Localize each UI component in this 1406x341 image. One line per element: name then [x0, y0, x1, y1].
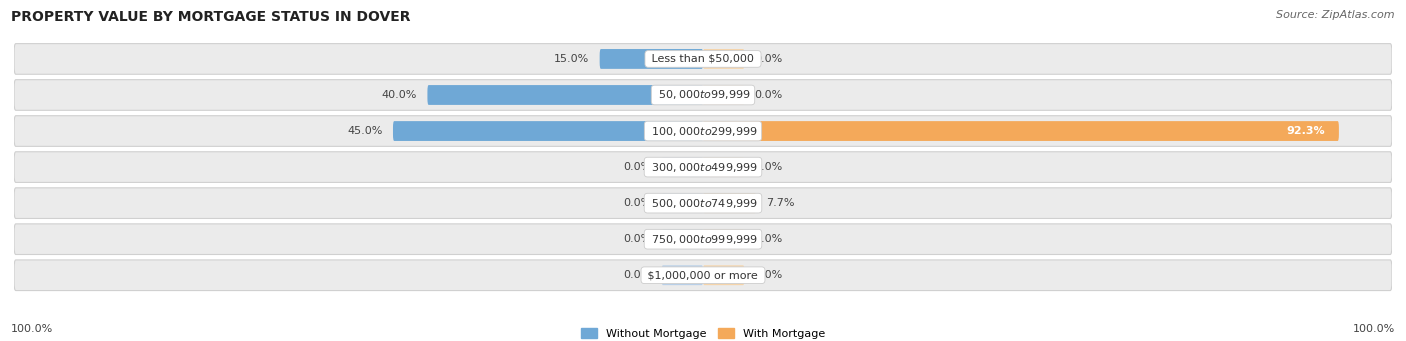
- Text: $50,000 to $99,999: $50,000 to $99,999: [655, 89, 751, 102]
- Text: Less than $50,000: Less than $50,000: [648, 54, 758, 64]
- FancyBboxPatch shape: [14, 116, 1392, 146]
- Text: 40.0%: 40.0%: [381, 90, 418, 100]
- Text: 0.0%: 0.0%: [623, 234, 651, 244]
- Text: 15.0%: 15.0%: [554, 54, 589, 64]
- FancyBboxPatch shape: [599, 49, 703, 69]
- FancyBboxPatch shape: [703, 157, 744, 177]
- FancyBboxPatch shape: [662, 193, 703, 213]
- FancyBboxPatch shape: [14, 44, 1392, 74]
- FancyBboxPatch shape: [703, 265, 744, 285]
- Text: 7.7%: 7.7%: [766, 198, 794, 208]
- FancyBboxPatch shape: [14, 224, 1392, 254]
- FancyBboxPatch shape: [14, 260, 1392, 291]
- Text: Source: ZipAtlas.com: Source: ZipAtlas.com: [1277, 10, 1395, 20]
- Text: $500,000 to $749,999: $500,000 to $749,999: [648, 197, 758, 210]
- Text: 0.0%: 0.0%: [755, 234, 783, 244]
- Text: 100.0%: 100.0%: [1353, 324, 1395, 334]
- Text: $100,000 to $299,999: $100,000 to $299,999: [648, 124, 758, 137]
- FancyBboxPatch shape: [662, 229, 703, 249]
- FancyBboxPatch shape: [662, 265, 703, 285]
- Text: 100.0%: 100.0%: [11, 324, 53, 334]
- FancyBboxPatch shape: [14, 152, 1392, 182]
- FancyBboxPatch shape: [703, 229, 744, 249]
- FancyBboxPatch shape: [703, 121, 1339, 141]
- Text: 0.0%: 0.0%: [755, 90, 783, 100]
- Text: $300,000 to $499,999: $300,000 to $499,999: [648, 161, 758, 174]
- FancyBboxPatch shape: [703, 85, 744, 105]
- Text: 0.0%: 0.0%: [623, 270, 651, 280]
- Text: PROPERTY VALUE BY MORTGAGE STATUS IN DOVER: PROPERTY VALUE BY MORTGAGE STATUS IN DOV…: [11, 10, 411, 24]
- Text: $1,000,000 or more: $1,000,000 or more: [644, 270, 762, 280]
- FancyBboxPatch shape: [427, 85, 703, 105]
- Text: 0.0%: 0.0%: [623, 198, 651, 208]
- Text: 0.0%: 0.0%: [755, 162, 783, 172]
- Text: 45.0%: 45.0%: [347, 126, 382, 136]
- FancyBboxPatch shape: [703, 193, 756, 213]
- Legend: Without Mortgage, With Mortgage: Without Mortgage, With Mortgage: [576, 324, 830, 341]
- FancyBboxPatch shape: [14, 80, 1392, 110]
- FancyBboxPatch shape: [392, 121, 703, 141]
- FancyBboxPatch shape: [703, 49, 744, 69]
- Text: $750,000 to $999,999: $750,000 to $999,999: [648, 233, 758, 246]
- Text: 0.0%: 0.0%: [755, 54, 783, 64]
- Text: 0.0%: 0.0%: [623, 162, 651, 172]
- Text: 0.0%: 0.0%: [755, 270, 783, 280]
- FancyBboxPatch shape: [14, 188, 1392, 219]
- Text: 92.3%: 92.3%: [1286, 126, 1324, 136]
- FancyBboxPatch shape: [662, 157, 703, 177]
